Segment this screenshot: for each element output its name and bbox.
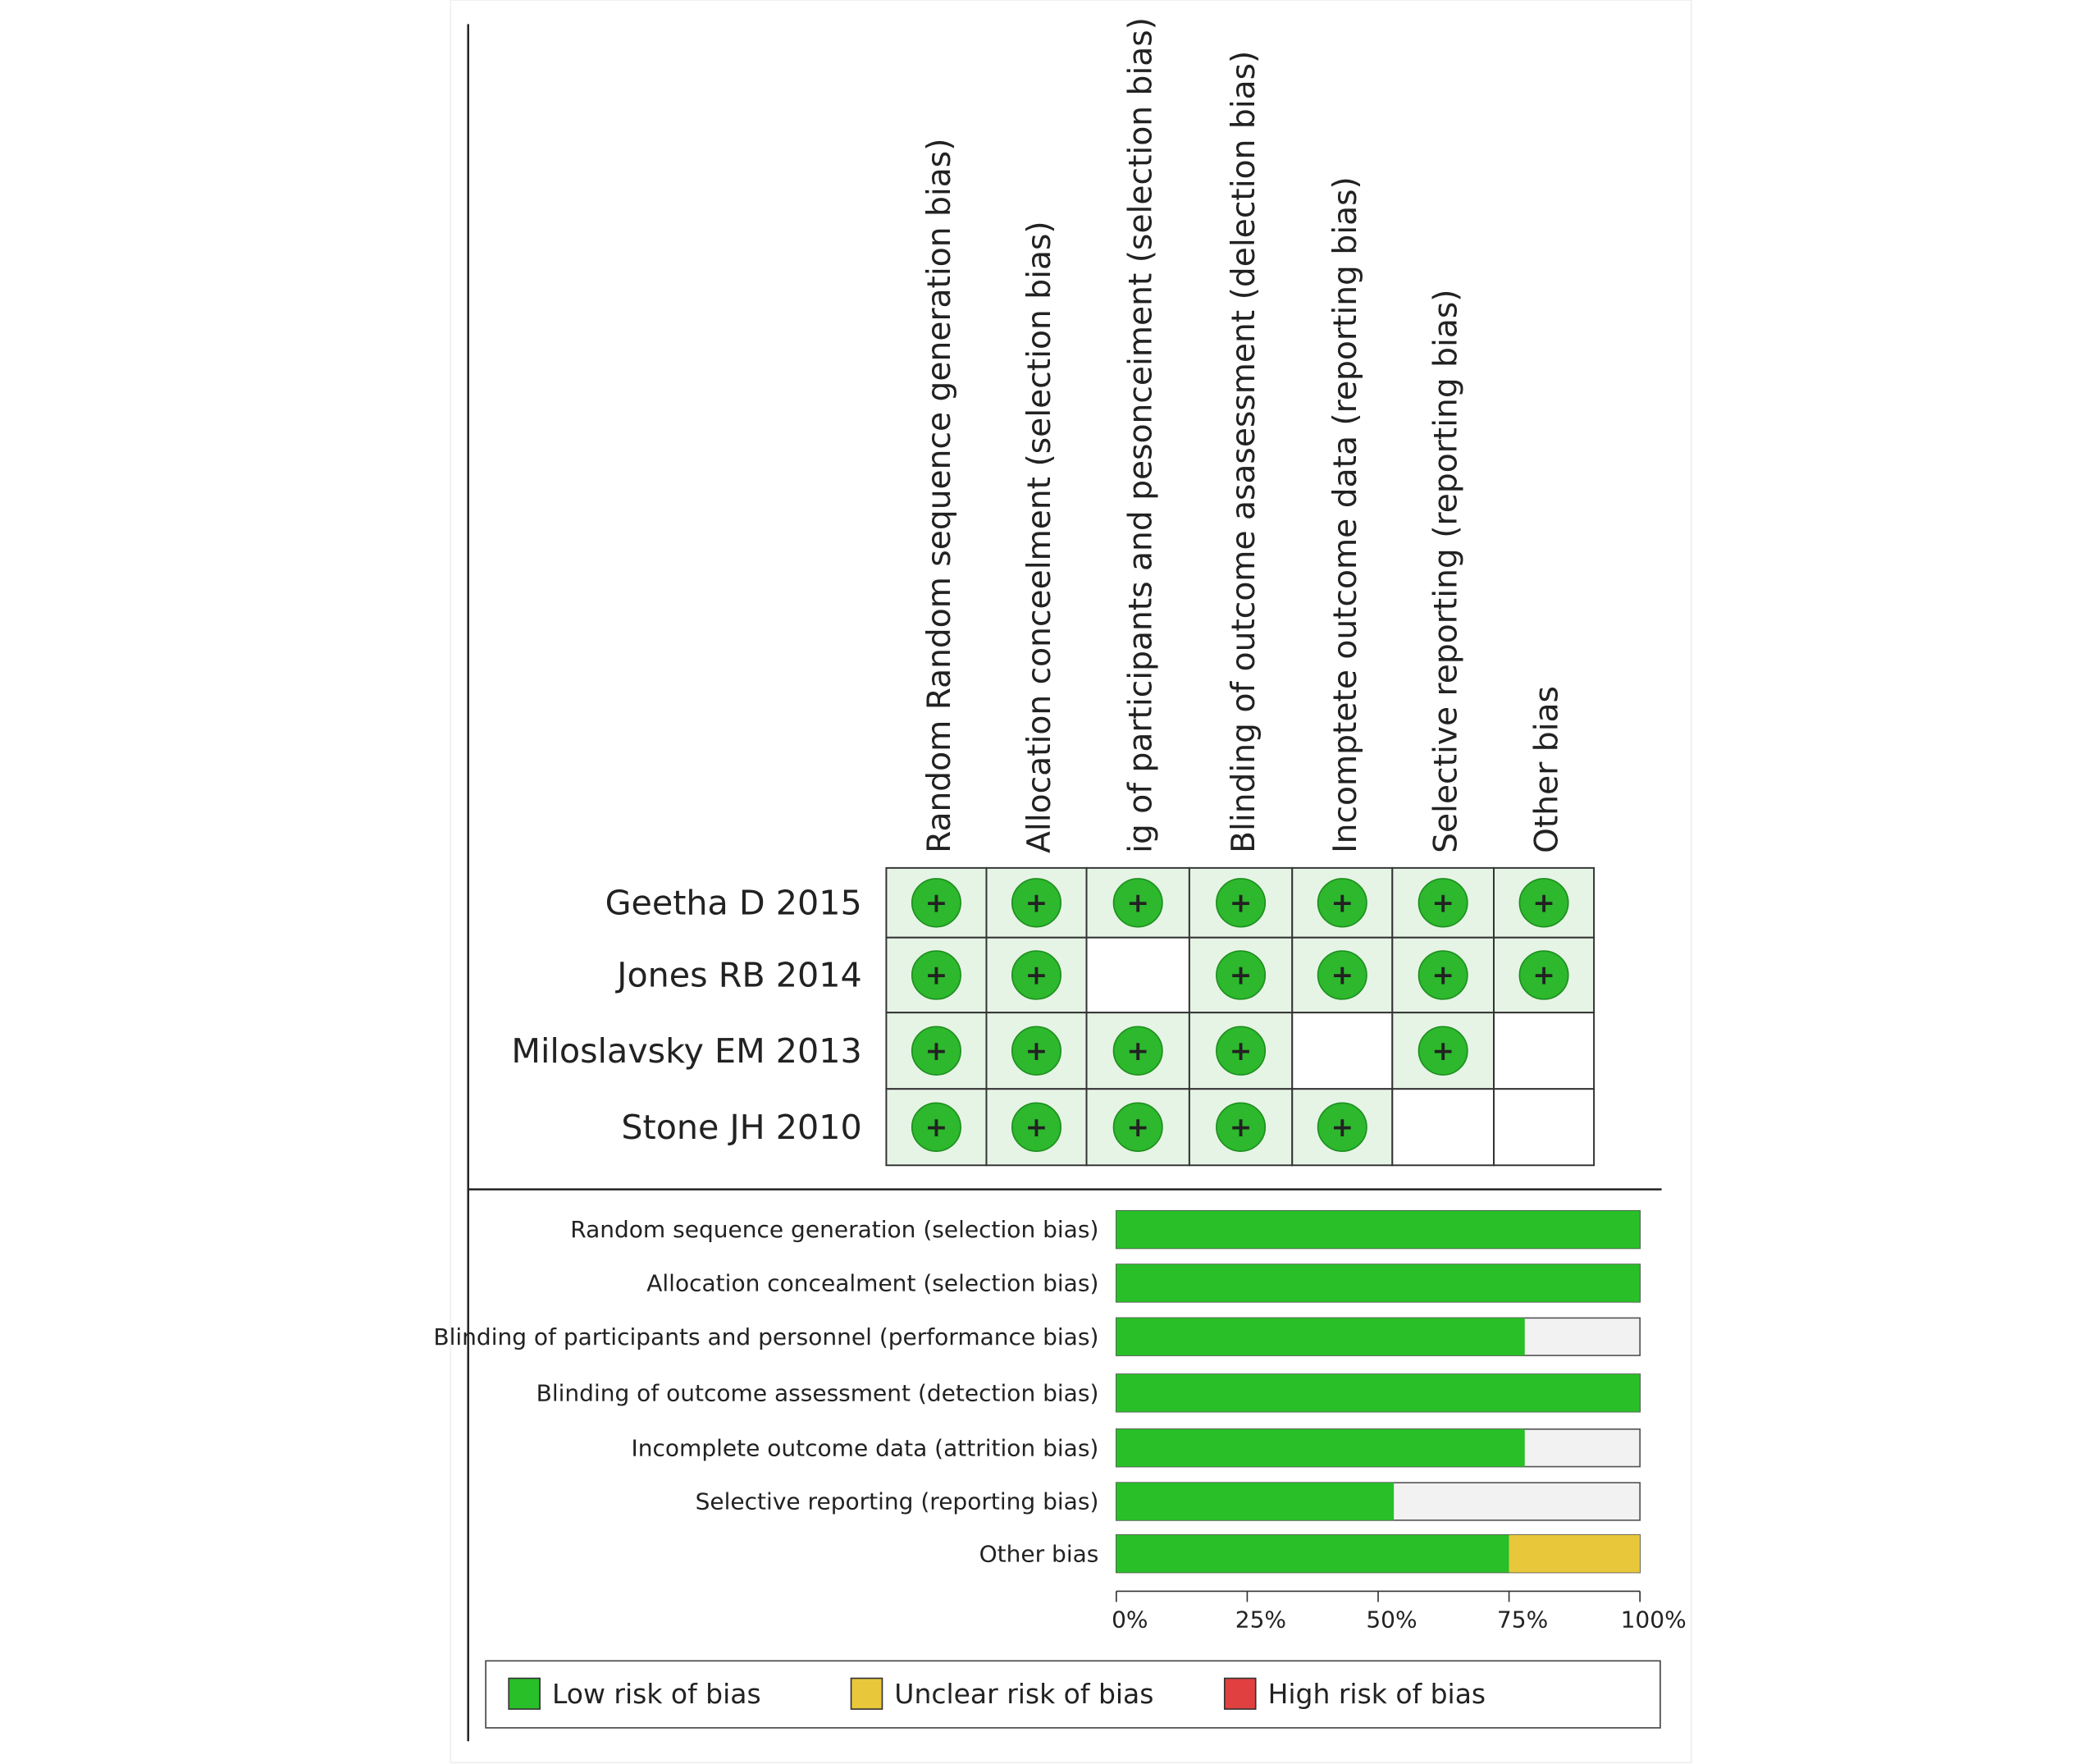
bar-segment xyxy=(1116,1210,1641,1249)
grid-cell xyxy=(1085,936,1190,1014)
judgement-symbol: + xyxy=(1126,1035,1149,1067)
category-label: Random sequence generation (selection bi… xyxy=(570,1216,1098,1243)
x-tick-label: 100% xyxy=(1621,1606,1687,1633)
judgement-circle xyxy=(1011,1026,1062,1076)
judgement-circle xyxy=(1216,1102,1267,1152)
judgement-symbol: + xyxy=(925,960,948,991)
x-tick-label: 0% xyxy=(1112,1606,1148,1633)
x-tick-label: 50% xyxy=(1366,1606,1417,1633)
legend-swatch xyxy=(508,1677,541,1710)
column-header: Incomptete outcome data (reporting bias) xyxy=(1326,176,1364,853)
judgement-symbol: + xyxy=(1331,1112,1354,1143)
category-label: Blinding of outcome assessment (detectio… xyxy=(536,1380,1099,1407)
judgement-symbol: + xyxy=(1025,960,1048,991)
grid-cell xyxy=(1291,1012,1394,1090)
judgement-symbol: + xyxy=(1230,888,1253,919)
judgement-circle xyxy=(1216,950,1267,1000)
judgement-symbol: + xyxy=(1126,888,1149,919)
category-label: Incomplete outcome data (attrition bias) xyxy=(631,1434,1098,1461)
bar-segment xyxy=(1116,1428,1525,1467)
judgement-symbol: + xyxy=(925,1112,948,1143)
study-label: Stone JH 2010 xyxy=(621,1108,861,1147)
bar-segment xyxy=(1116,1534,1509,1573)
judgement-circle xyxy=(1518,950,1569,1000)
judgement-symbol: + xyxy=(925,888,948,919)
column-header: Other bias xyxy=(1527,686,1565,853)
legend-label: High risk of bias xyxy=(1268,1679,1486,1710)
study-label: Miloslavsky EM 2013 xyxy=(511,1031,861,1071)
grid-cell xyxy=(1391,1088,1495,1167)
legend-box xyxy=(485,1660,1661,1729)
bar-segment xyxy=(1116,1318,1525,1356)
judgement-circle xyxy=(1518,878,1569,928)
judgement-circle xyxy=(911,1026,961,1076)
column-header: Selective reporting (reporting bias) xyxy=(1427,289,1464,853)
judgement-symbol: + xyxy=(1532,888,1555,919)
grid-cell xyxy=(1493,1088,1596,1167)
judgement-symbol: + xyxy=(1230,1035,1253,1067)
grid-cell xyxy=(1493,936,1596,1014)
judgement-symbol: + xyxy=(1230,960,1253,991)
judgement-symbol: + xyxy=(1431,888,1454,919)
judgement-symbol: + xyxy=(1431,1035,1454,1067)
judgement-circle xyxy=(1418,878,1468,928)
legend-label: Unclear risk of bias xyxy=(894,1679,1153,1710)
judgement-circle xyxy=(1317,950,1367,1000)
legend-swatch xyxy=(850,1677,883,1710)
category-label: Blinding of participants and personnel (… xyxy=(433,1323,1098,1350)
category-label: Other bias xyxy=(979,1540,1099,1567)
judgement-circle xyxy=(1011,1102,1062,1152)
judgement-circle xyxy=(1216,1026,1267,1076)
judgement-symbol: + xyxy=(1025,1112,1048,1143)
judgement-symbol: + xyxy=(1230,1112,1253,1143)
judgement-circle xyxy=(1418,950,1468,1000)
legend-swatch xyxy=(1223,1677,1257,1710)
judgement-symbol: + xyxy=(1126,1112,1149,1143)
column-header: ig of participants and pesonceiment (sel… xyxy=(1122,17,1160,853)
judgement-symbol: + xyxy=(925,1035,948,1067)
judgement-circle xyxy=(1112,878,1163,928)
bar-segment xyxy=(1509,1534,1641,1573)
judgement-circle xyxy=(1112,1026,1163,1076)
judgement-circle xyxy=(1317,1102,1367,1152)
judgement-symbol: + xyxy=(1331,960,1354,991)
study-label: Geetha D 2015 xyxy=(605,884,862,923)
study-label: Jones RB 2014 xyxy=(614,956,861,995)
judgement-circle xyxy=(1216,878,1267,928)
judgement-circle xyxy=(1011,950,1062,1000)
judgement-circle xyxy=(1317,878,1367,928)
grid-cell xyxy=(1493,1012,1596,1090)
legend-label: Low risk of bias xyxy=(552,1679,761,1710)
judgement-symbol: + xyxy=(1532,960,1555,991)
x-tick-label: 25% xyxy=(1235,1606,1286,1633)
judgement-symbol: + xyxy=(1025,1035,1048,1067)
judgement-circle xyxy=(1418,1026,1468,1076)
judgement-circle xyxy=(911,950,961,1000)
judgement-circle xyxy=(1011,878,1062,928)
bar-segment xyxy=(1116,1264,1641,1302)
category-label: Selective reporting (reporting bias) xyxy=(696,1488,1099,1515)
judgement-symbol: + xyxy=(1331,888,1354,919)
bar-segment xyxy=(1116,1373,1641,1412)
column-header: Allocation conceelment (selection bias) xyxy=(1020,221,1058,853)
category-label: Allocation concealment (selection bias) xyxy=(646,1270,1098,1297)
column-header: Blinding of outcome asasessment (delecti… xyxy=(1225,51,1262,853)
x-tick-label: 75% xyxy=(1497,1606,1548,1633)
bar-segment xyxy=(1116,1483,1395,1520)
judgement-symbol: + xyxy=(1431,960,1454,991)
judgement-circle xyxy=(1112,1102,1163,1152)
judgement-circle xyxy=(911,878,961,928)
column-header: Random Random sequence generation bias) xyxy=(920,139,958,853)
grid-cell xyxy=(1391,936,1495,1014)
judgement-symbol: + xyxy=(1025,888,1048,919)
judgement-circle xyxy=(911,1102,961,1152)
